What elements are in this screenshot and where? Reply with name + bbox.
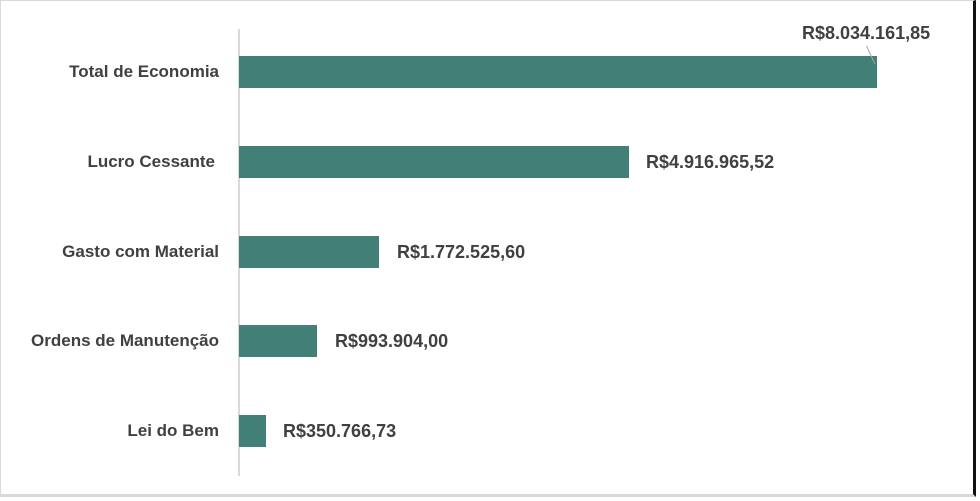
bar[interactable] [239,146,629,178]
data-label: R$350.766,73 [283,421,397,441]
data-label: R$1.772.525,60 [397,242,526,262]
category-label: Gasto com Material [62,242,219,261]
data-label: R$4.916.965,52 [646,152,775,172]
bar-row-ordens-de-manutencao: Ordens de Manutenção R$993.904,00 [1,325,977,357]
data-label: R$8.034.161,85 [802,23,931,43]
bar-row-lei-do-bem: Lei do Bem R$350.766,73 [1,415,977,447]
category-label: Total de Economia [69,62,219,81]
bar-row-lucro-cessante: Lucro Cessante R$4.916.965,52 [1,146,977,178]
bar-row-total-de-economia: Total de Economia R$8.034.161,85 [1,23,977,88]
bar[interactable] [239,325,317,357]
category-label: Ordens de Manutenção [31,331,219,350]
data-label: R$993.904,00 [335,331,449,351]
bar-row-gasto-com-material: Gasto com Material R$1.772.525,60 [1,236,977,268]
category-label: Lei do Bem [127,421,219,440]
bar[interactable] [239,236,379,268]
bar[interactable] [239,415,266,447]
category-label: Lucro Cessante [87,152,215,171]
bar[interactable] [239,56,877,88]
